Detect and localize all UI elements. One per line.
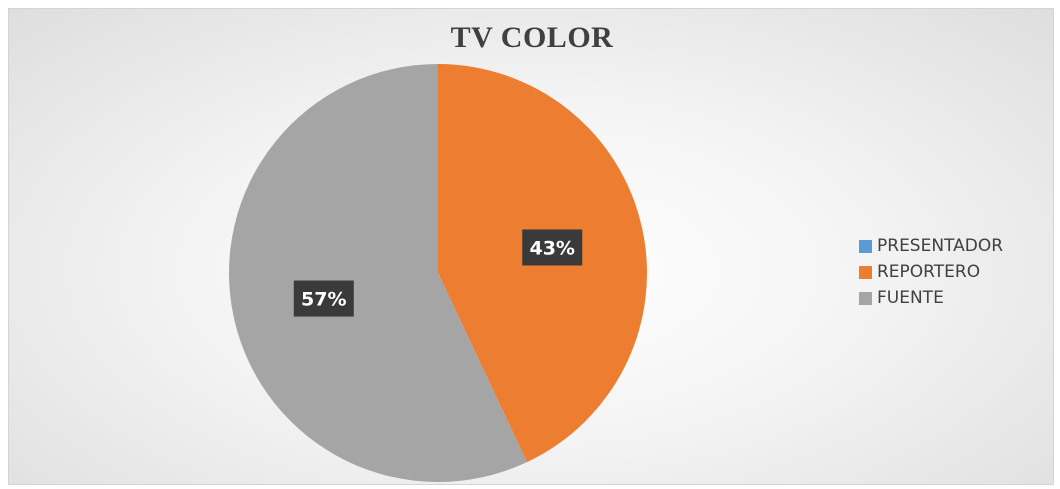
data-label-box — [293, 280, 354, 317]
data-label-text: 57% — [301, 289, 346, 311]
data-label-text: 43% — [529, 237, 574, 259]
chart-title: TV COLOR — [450, 21, 614, 54]
chart-area: TV COLOR 43% 57% PRESENTADOR REPORTERO FU… — [8, 8, 1054, 485]
legend-label: PRESENTADOR — [877, 236, 1004, 256]
legend-swatch — [859, 239, 872, 253]
legend-item-fuente: FUENTE — [859, 285, 1060, 311]
slice-fuente — [228, 64, 527, 482]
legend-label: FUENTE — [877, 288, 944, 308]
legend-item-presentador: PRESENTADOR — [859, 233, 1060, 259]
legend-item-reportero: REPORTERO — [859, 259, 1060, 285]
legend: PRESENTADOR REPORTERO FUENTE — [859, 233, 1060, 311]
data-label-fuente: 57% — [293, 280, 354, 317]
pie-chart: 43% 57% — [228, 64, 647, 482]
legend-swatch — [859, 265, 872, 279]
data-label-reportero: 43% — [522, 229, 583, 266]
data-label-box — [522, 229, 583, 266]
legend-label: REPORTERO — [877, 262, 981, 282]
legend-swatch — [859, 291, 872, 305]
